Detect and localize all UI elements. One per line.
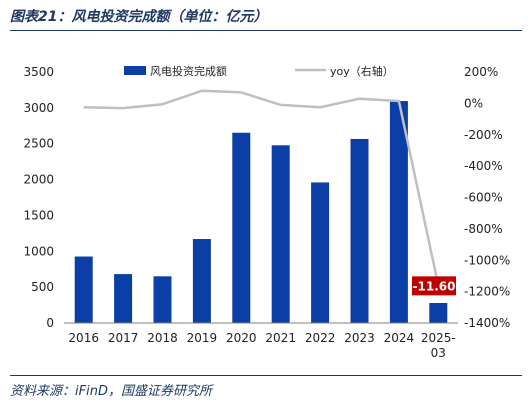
yoy-line bbox=[83, 89, 440, 286]
yoy-callout-label: -11.60 bbox=[413, 279, 456, 293]
right-tick-label: 200% bbox=[464, 65, 498, 79]
left-tick-label: 0 bbox=[46, 316, 54, 330]
yoy-callout bbox=[412, 276, 456, 296]
title-rule bbox=[10, 30, 522, 31]
x-tick-label: 2021 bbox=[265, 331, 296, 345]
right-tick-label: -600% bbox=[464, 191, 503, 205]
bar-2019 bbox=[192, 239, 211, 323]
left-tick-label: 3500 bbox=[23, 65, 54, 79]
left-tick-label: 2000 bbox=[23, 173, 54, 187]
source-rule bbox=[10, 375, 522, 376]
bar-2016 bbox=[74, 256, 93, 323]
left-tick-label: 500 bbox=[31, 280, 54, 294]
right-tick-label: -200% bbox=[464, 128, 503, 142]
legend-label-line: yoy（右轴） bbox=[330, 64, 394, 78]
bar-2021 bbox=[271, 145, 290, 323]
x-tick-label: 2023 bbox=[344, 331, 375, 345]
figure-title: 图表21：风电投资完成额（单位：亿元） bbox=[10, 9, 268, 25]
bar-2018 bbox=[153, 276, 172, 323]
left-tick-label: 1000 bbox=[23, 244, 54, 258]
bar-2023 bbox=[350, 138, 369, 323]
left-tick-label: 2500 bbox=[23, 137, 54, 151]
x-tick-label: 2025-03 bbox=[421, 331, 456, 360]
right-tick-label: 0% bbox=[464, 96, 483, 110]
x-tick-label: 2017 bbox=[108, 331, 139, 345]
left-tick-label: 3000 bbox=[23, 101, 54, 115]
bar-2020 bbox=[232, 132, 251, 323]
bar-2024 bbox=[389, 101, 408, 324]
bar-2017 bbox=[114, 274, 133, 323]
x-tick-label: 2016 bbox=[68, 331, 99, 345]
x-tick-label: 2019 bbox=[187, 331, 218, 345]
x-tick-label: 2024 bbox=[384, 331, 415, 345]
right-tick-label: -400% bbox=[464, 159, 503, 173]
right-tick-label: -1400% bbox=[464, 316, 510, 330]
x-tick-label: 2018 bbox=[147, 331, 178, 345]
bar-2025-03 bbox=[429, 302, 448, 323]
x-tick-label: 2020 bbox=[226, 331, 257, 345]
legend-label-bar: 风电投资完成额 bbox=[150, 64, 227, 78]
legend-swatch-bar bbox=[124, 66, 146, 75]
left-tick-label: 1500 bbox=[23, 208, 54, 222]
right-tick-label: -800% bbox=[464, 222, 503, 236]
right-tick-label: -1200% bbox=[464, 285, 510, 299]
figure-source: 资料来源：iFinD，国盛证券研究所 bbox=[10, 384, 212, 399]
right-tick-label: -1000% bbox=[464, 253, 510, 267]
bar-2022 bbox=[311, 182, 330, 323]
x-tick-label: 2022 bbox=[305, 331, 336, 345]
